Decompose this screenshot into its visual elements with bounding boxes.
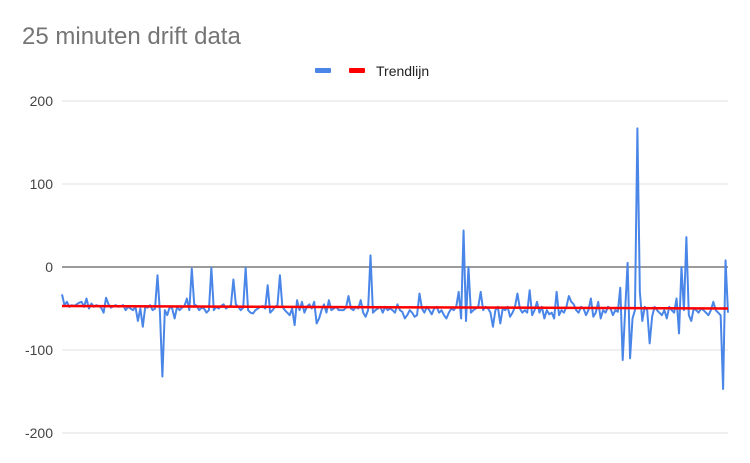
chart-title: 25 minuten drift data xyxy=(22,23,241,50)
series-layer xyxy=(61,127,729,391)
y-tick-label: 200 xyxy=(30,93,54,109)
legend-label-trendlijn: Trendlijn xyxy=(376,63,429,79)
legend-swatch-trendlijn xyxy=(349,68,365,73)
series-line-trendlijn xyxy=(61,304,729,310)
y-tick-label: 100 xyxy=(30,176,54,192)
y-axis-ticks: 200 100 0 -100 -200 xyxy=(25,93,53,441)
legend-swatch-series xyxy=(315,68,331,73)
y-tick-label: -200 xyxy=(25,425,53,441)
y-tick-label: -100 xyxy=(25,342,53,358)
legend[interactable]: Trendlijn xyxy=(315,63,429,79)
y-tick-label: 0 xyxy=(45,259,53,275)
grid-lines xyxy=(62,100,728,434)
series-line-drift xyxy=(61,127,729,391)
